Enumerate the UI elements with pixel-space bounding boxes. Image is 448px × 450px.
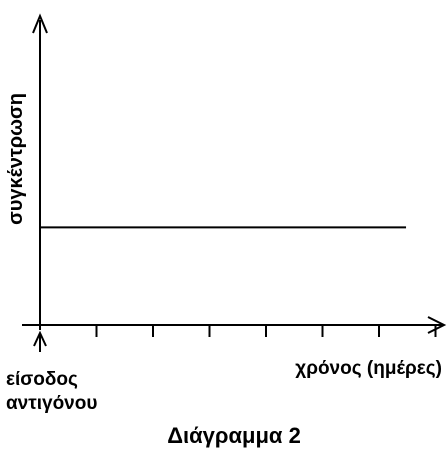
origin-marker-arrow bbox=[33, 330, 47, 347]
x-ticks bbox=[95, 325, 437, 337]
y-axis-arrow bbox=[32, 13, 48, 34]
x-axis-label: χρόνος (ημέρες) bbox=[295, 358, 442, 379]
y-axis-label: συγκέντρωση bbox=[5, 93, 27, 225]
chart-title: Διάγραμμα 2 bbox=[167, 423, 301, 448]
x-origin-label-line-2: αντιγόνου bbox=[6, 393, 97, 414]
x-origin-label-line-1: είσοδος bbox=[6, 369, 78, 390]
x-axis-arrow bbox=[427, 316, 447, 334]
